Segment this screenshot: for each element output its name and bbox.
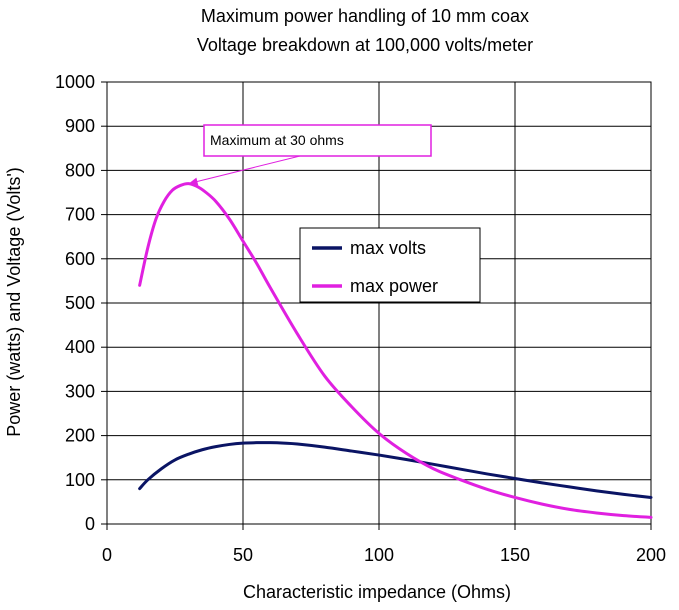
chart-subtitle: Voltage breakdown at 100,000 volts/meter	[197, 35, 533, 55]
annotation-box	[203, 124, 432, 157]
y-tick-label: 100	[65, 470, 95, 490]
y-tick-label: 300	[65, 381, 95, 401]
x-tick-label: 100	[364, 545, 394, 565]
y-tick-label: 900	[65, 116, 95, 136]
y-tick-label: 400	[65, 337, 95, 357]
y-tick-label: 800	[65, 160, 95, 180]
x-tick-labels: 0 50 100 150 200	[102, 545, 666, 565]
legend-label-max-volts: max volts	[350, 238, 426, 258]
y-tick-label: 500	[65, 293, 95, 313]
y-axis-label: Power (watts) and Voltage (Volts')	[4, 167, 24, 437]
chart-title: Maximum power handling of 10 mm coax	[201, 6, 529, 26]
annotation-arrow	[188, 155, 301, 185]
y-tick-label: 200	[65, 426, 95, 446]
x-axis-label: Characteristic impedance (Ohms)	[243, 582, 511, 602]
y-tick-label: 600	[65, 249, 95, 269]
plot-frame	[106, 81, 652, 525]
x-tick-label: 0	[102, 545, 112, 565]
legend: max volts max power	[299, 227, 481, 303]
y-tick-label: 1000	[55, 72, 95, 92]
x-tick-label: 50	[233, 545, 253, 565]
legend-label-max-power: max power	[350, 276, 438, 296]
legend-box	[299, 227, 481, 303]
annotation-text: Maximum at 30 ohms	[210, 132, 344, 148]
x-tick-label: 150	[500, 545, 530, 565]
annotation-arrowhead	[188, 177, 199, 186]
series-line-max-volts	[138, 441, 653, 499]
series-line-max-power	[138, 182, 653, 519]
y-tick-label: 0	[85, 514, 95, 534]
series-lines	[138, 182, 653, 519]
y-tick-label: 700	[65, 205, 95, 225]
y-tick-labels: 0 100 200 300 400 500 600 700 800 900 1000	[55, 72, 95, 534]
annotation: Maximum at 30 ohms	[188, 124, 432, 186]
x-tick-label: 200	[636, 545, 666, 565]
